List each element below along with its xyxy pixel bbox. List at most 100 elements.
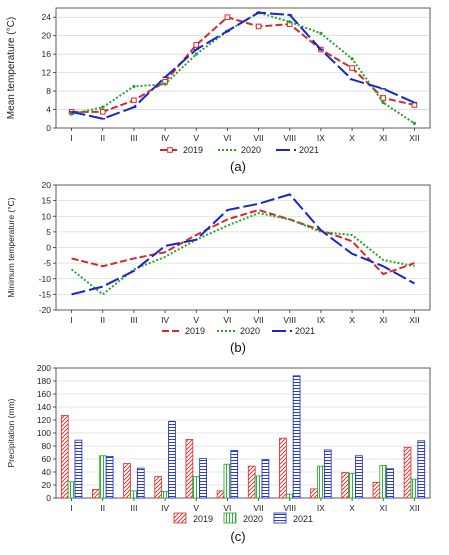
x-tick-label: V bbox=[193, 315, 199, 325]
x-tick-label: VIII bbox=[283, 315, 296, 325]
y-tick-label: 4 bbox=[46, 105, 51, 115]
x-tick-label: V bbox=[193, 503, 199, 513]
x-tick-label: I bbox=[70, 315, 72, 325]
x-tick-label: X bbox=[349, 503, 355, 513]
x-tick-label: VII bbox=[253, 503, 263, 513]
legend-label-2020: 2020 bbox=[240, 326, 260, 336]
y-tick-label: 20 bbox=[42, 180, 52, 190]
bar-2021 bbox=[292, 375, 301, 499]
bar-2021 bbox=[74, 439, 83, 499]
bar-2019 bbox=[123, 463, 131, 499]
bar-2019 bbox=[310, 488, 318, 499]
y-tick-label: 10 bbox=[42, 211, 52, 221]
y-tick-label: 12 bbox=[42, 68, 52, 78]
legend-label-2019: 2019 bbox=[185, 326, 205, 336]
x-tick-label: IV bbox=[161, 315, 169, 325]
bar-2021 bbox=[261, 459, 270, 499]
data-point bbox=[288, 20, 292, 24]
y-tick-label: 0 bbox=[46, 243, 51, 253]
legend-label-2019: 2019 bbox=[193, 514, 213, 524]
x-tick-label: I bbox=[70, 133, 72, 143]
x-tick-label: IX bbox=[317, 133, 325, 143]
y-tick-label: 20 bbox=[42, 480, 52, 490]
data-point bbox=[255, 23, 262, 30]
x-tick-label: II bbox=[100, 503, 105, 513]
bar-2021 bbox=[199, 457, 207, 499]
y-axis-label: Precipitation (mm) bbox=[6, 398, 16, 467]
panel-label: (c) bbox=[230, 529, 245, 544]
bar-2019 bbox=[372, 481, 381, 499]
series-line-2020 bbox=[71, 11, 415, 125]
y-tick-label: 24 bbox=[42, 12, 52, 22]
x-tick-label: VI bbox=[223, 315, 231, 325]
y-tick-label: 80 bbox=[42, 441, 52, 451]
x-tick-label: VI bbox=[223, 503, 231, 513]
panel-label: (b) bbox=[230, 340, 246, 355]
bar-2020 bbox=[98, 455, 107, 499]
bar-2020 bbox=[379, 465, 388, 499]
bar-2021 bbox=[417, 440, 426, 499]
bar-2019 bbox=[247, 465, 256, 499]
y-tick-label: 140 bbox=[37, 402, 51, 412]
y-tick-label: 16 bbox=[42, 49, 52, 59]
bar-2020 bbox=[254, 475, 263, 499]
x-tick-label: IX bbox=[317, 315, 325, 325]
y-tick-label: 0 bbox=[46, 493, 51, 503]
y-axis-label: Minimum temperature (°C) bbox=[6, 197, 16, 297]
x-tick-label: VI bbox=[223, 133, 231, 143]
bar-2019 bbox=[403, 446, 412, 499]
y-tick-label: -5 bbox=[43, 258, 51, 268]
legend-label-2020: 2020 bbox=[243, 514, 263, 524]
legend-marker bbox=[167, 147, 173, 153]
y-tick-label: 40 bbox=[42, 467, 52, 477]
x-tick-label: XI bbox=[379, 315, 387, 325]
bar-2020 bbox=[317, 465, 325, 499]
y-tick-label: 180 bbox=[37, 376, 51, 386]
y-tick-label: -20 bbox=[39, 305, 52, 315]
data-point bbox=[163, 82, 167, 86]
x-tick-label: IX bbox=[317, 503, 325, 513]
bar-2020 bbox=[161, 491, 169, 499]
bar-2020 bbox=[348, 472, 356, 499]
data-point bbox=[224, 14, 231, 21]
bar-2019 bbox=[279, 437, 287, 499]
x-tick-label: VIII bbox=[283, 503, 296, 513]
y-tick-label: 15 bbox=[42, 196, 52, 206]
bar-2019 bbox=[60, 415, 69, 499]
bar-2019 bbox=[92, 489, 100, 499]
legend-swatch bbox=[173, 512, 187, 524]
data-point bbox=[132, 84, 136, 89]
series-line-2021 bbox=[71, 193, 415, 296]
x-tick-label: XII bbox=[409, 133, 419, 143]
legend-swatch bbox=[273, 512, 287, 524]
legend-label-2019: 2019 bbox=[183, 145, 203, 155]
x-tick-label: VIII bbox=[283, 133, 296, 143]
y-tick-label: 200 bbox=[37, 363, 51, 373]
bar-2019 bbox=[341, 472, 350, 499]
legend-label-2021: 2021 bbox=[299, 145, 319, 155]
x-tick-label: III bbox=[130, 315, 137, 325]
data-point bbox=[319, 31, 323, 35]
y-tick-label: 8 bbox=[46, 86, 51, 96]
series-line-2019 bbox=[71, 208, 415, 276]
data-point bbox=[350, 57, 354, 61]
legend-label-2021: 2021 bbox=[295, 326, 315, 336]
y-tick-label: -15 bbox=[39, 289, 52, 299]
data-point bbox=[69, 112, 74, 116]
y-tick-label: 20 bbox=[42, 31, 52, 41]
x-tick-label: VII bbox=[253, 315, 263, 325]
series-line-2021 bbox=[71, 11, 415, 120]
bar-2019 bbox=[185, 439, 194, 499]
x-tick-label: XI bbox=[379, 503, 387, 513]
y-tick-label: 100 bbox=[37, 428, 51, 438]
bar-2021 bbox=[230, 450, 239, 499]
y-tick-label: 120 bbox=[37, 415, 51, 425]
legend-label-2020: 2020 bbox=[241, 145, 261, 155]
x-tick-label: III bbox=[130, 503, 137, 513]
y-tick-label: 0 bbox=[46, 123, 51, 133]
bar-2021 bbox=[355, 455, 363, 499]
panel-label: (a) bbox=[230, 159, 246, 174]
data-point bbox=[380, 95, 387, 101]
